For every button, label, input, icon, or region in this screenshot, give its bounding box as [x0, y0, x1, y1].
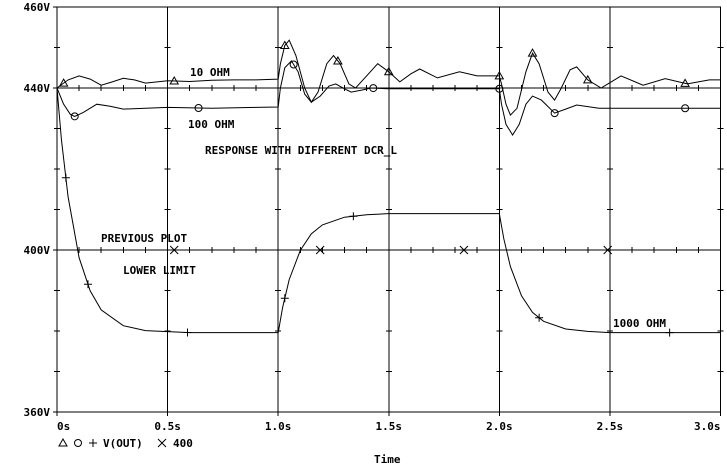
- triangle-marker: [383, 66, 394, 76]
- triangle-marker: [527, 48, 538, 57]
- plus-marker: [61, 173, 70, 182]
- circle-marker: [681, 104, 690, 113]
- trace-triangle: [56, 39, 721, 116]
- legend-triangle-icon: [58, 437, 68, 447]
- annotation-1000-ohm: 1000 OHM: [613, 317, 666, 330]
- circle-marker: [495, 84, 504, 93]
- x-tick-label: 2.5s: [597, 420, 624, 433]
- circle-marker: [550, 109, 559, 118]
- cross-marker: [459, 245, 469, 255]
- legend: V(OUT) 400: [58, 437, 193, 450]
- legend-label: V(OUT): [103, 437, 143, 450]
- circle-marker: [194, 104, 203, 113]
- plus-marker: [665, 328, 674, 337]
- x-tick-label: 0.5s: [154, 420, 181, 433]
- triangle-marker: [169, 75, 180, 85]
- annotation-title: RESPONSE WITH DIFFERENT DCR_L: [205, 144, 397, 157]
- cross-marker: [315, 245, 325, 255]
- triangle-marker: [680, 78, 690, 87]
- legend-cross-icon: [157, 438, 167, 448]
- annotation-100-ohm: 100 OHM: [188, 118, 235, 131]
- x-axis-label: Time: [374, 453, 401, 466]
- triangle-marker: [582, 74, 593, 84]
- triangle-marker: [279, 40, 290, 49]
- x-tick-label: 1.0s: [265, 420, 292, 433]
- legend-circle-icon: [74, 439, 82, 447]
- trace-plus: [56, 87, 721, 334]
- plus-marker: [280, 294, 289, 303]
- x-tick-label: 1.5s: [376, 420, 403, 433]
- legend-markers: [58, 437, 167, 448]
- annotation-previous-plot: PREVIOUS PLOT: [101, 232, 187, 245]
- circle-marker: [289, 60, 298, 69]
- plus-marker: [183, 328, 192, 337]
- y-tick-label: 400V: [24, 244, 51, 257]
- annotation-10-ohm: 10 OHM: [190, 66, 230, 79]
- triangle-marker: [333, 55, 343, 65]
- axis-tick-labels: 0s 0.5s 1.0s 1.5s 2.0s 2.5s 3.0s 460V 440V 400V 36…: [24, 1, 721, 433]
- y-tick-label: 360V: [24, 406, 51, 419]
- cross-marker: [169, 245, 179, 255]
- circle-marker: [70, 112, 79, 121]
- y-tick-label: 440V: [24, 82, 51, 95]
- traces: [56, 39, 721, 334]
- legend-plus-icon: [89, 439, 97, 447]
- plus-marker: [349, 212, 358, 221]
- x-tick-label: 2.0s: [486, 420, 513, 433]
- x-tick-label: 3.0s: [694, 420, 721, 433]
- triangle-marker: [58, 78, 69, 87]
- legend-extra-label: 400: [173, 437, 193, 450]
- trace-markers: [58, 40, 690, 337]
- circle-marker: [369, 84, 378, 93]
- x-tick-label: 0s: [57, 420, 70, 433]
- plus-marker: [535, 313, 544, 322]
- plus-marker: [83, 280, 92, 289]
- annotation-lower-limit: LOWER LIMIT: [123, 264, 196, 277]
- y-tick-label: 460V: [24, 1, 51, 14]
- triangle-marker: [494, 70, 505, 80]
- cross-marker: [603, 245, 613, 255]
- trace-circle: [56, 60, 721, 136]
